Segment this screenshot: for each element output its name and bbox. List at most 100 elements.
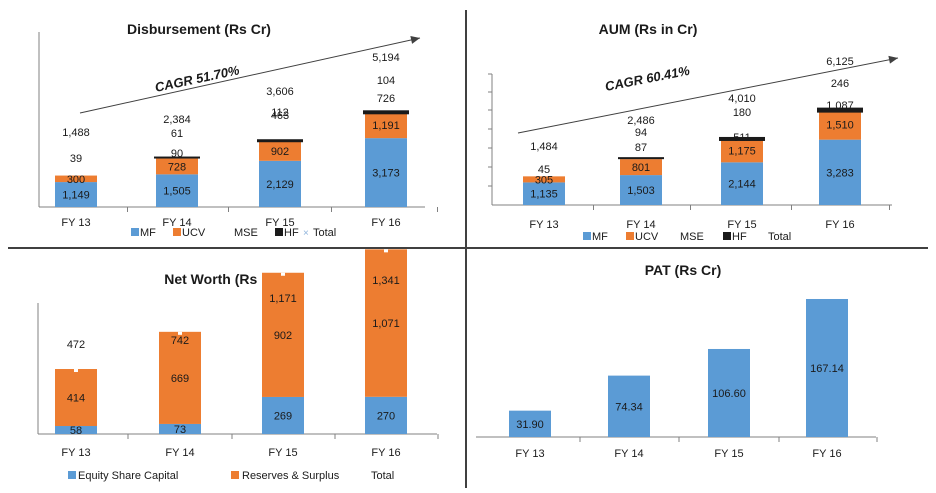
data-label-hf: 463 xyxy=(271,110,289,122)
bar-segment-mf xyxy=(365,138,407,207)
legend-swatch-ucv xyxy=(626,232,634,240)
legend-label-mf: MF xyxy=(140,227,156,239)
bar-segment-reserves xyxy=(55,369,97,427)
bar-segment-ucv xyxy=(620,159,662,176)
data-label-equity: 269 xyxy=(274,410,292,422)
category-label: FY 15 xyxy=(714,448,743,460)
category-label: FY 15 xyxy=(727,219,756,231)
category-label: FY 14 xyxy=(162,217,191,229)
cagr-arrow-line xyxy=(79,37,421,114)
data-label-total: 1,488 xyxy=(62,127,90,139)
data-label-total: 2,486 xyxy=(627,115,655,127)
category-label: FY 16 xyxy=(371,217,400,229)
cagr-annotation: CAGR 51.70% xyxy=(154,62,242,95)
data-label-mf: 1,135 xyxy=(530,189,558,201)
data-label-mse: 45 xyxy=(538,164,550,176)
cagr-arrow-head xyxy=(410,36,420,44)
bar-segment-equity xyxy=(159,423,201,434)
category-label: FY 14 xyxy=(614,448,643,460)
bar-segment-ucv xyxy=(523,176,565,183)
bar-segment-mf xyxy=(819,139,861,205)
category-label: FY 13 xyxy=(515,448,544,460)
bar-segment-reserves xyxy=(159,331,201,424)
data-label-total: 1,484 xyxy=(530,141,558,153)
legend-swatch-mf xyxy=(583,232,591,240)
data-label-total: 472 xyxy=(67,339,85,351)
bar-segment-reserves xyxy=(365,249,407,397)
bar-cap-hf xyxy=(257,139,303,143)
data-label-mse: 61 xyxy=(171,128,183,140)
data-label: 106.60 xyxy=(712,388,746,400)
legend-label-total: Total xyxy=(313,227,336,239)
data-label-hf: 94 xyxy=(635,127,647,139)
bar-cap-hf xyxy=(154,156,200,159)
data-label-reserves: 902 xyxy=(274,330,292,342)
data-label-equity: 270 xyxy=(377,410,395,422)
legend-label-reserves-surplus: Reserves & Surplus xyxy=(242,470,340,482)
bar-segment-mf xyxy=(55,182,97,207)
category-label: FY 13 xyxy=(529,219,558,231)
category-label: FY 15 xyxy=(268,447,297,459)
data-label-total: 3,606 xyxy=(266,86,294,98)
bar-cap-mse xyxy=(618,157,664,160)
bar-segment-reserves xyxy=(262,272,304,397)
chart-title: Disbursement (Rs Cr) xyxy=(127,21,271,37)
category-label: FY 16 xyxy=(371,447,400,459)
data-label-ucv: 1,175 xyxy=(728,146,756,158)
legend-label-mse: MSE xyxy=(234,227,258,239)
total-marker xyxy=(281,272,285,276)
bar-segment-ucv xyxy=(819,109,861,140)
bar-segment-ucv xyxy=(55,175,97,183)
legend-swatch-equity-share-capital xyxy=(68,471,76,479)
data-label-ucv: 728 xyxy=(168,161,186,173)
horizontal-divider xyxy=(8,247,928,249)
data-label-hf: 90 xyxy=(171,148,183,160)
data-label-reserves: 669 xyxy=(171,373,189,385)
data-label: 167.14 xyxy=(810,363,844,375)
data-label-mf: 3,283 xyxy=(826,167,854,179)
data-label-equity: 73 xyxy=(174,424,186,436)
data-label-mf: 2,144 xyxy=(728,179,756,191)
legend-label-total: Total xyxy=(768,231,791,243)
legend-swatch-reserves-surplus xyxy=(231,471,239,479)
pat-chart: PAT (Rs Cr) 31.90 FY 13 74.34 FY 14 106.60 FY … xyxy=(466,248,936,493)
bar-segment-equity xyxy=(365,396,407,434)
disbursement-chart-svg: Disbursement (Rs Cr) FY 13 1,149 300 39 1,488… xyxy=(38,21,438,239)
category-label: FY 14 xyxy=(165,447,194,459)
chart-title: PAT (Rs Cr) xyxy=(645,262,721,278)
bar-segment-mf xyxy=(156,174,198,207)
data-label-mf: 2,129 xyxy=(266,179,294,191)
category-label: FY 14 xyxy=(626,219,655,231)
bar-segment-equity xyxy=(55,426,97,434)
bar-segment-mf xyxy=(620,175,662,205)
disbursement-chart: Disbursement (Rs Cr) FY 13 1,149 300 39 1,488… xyxy=(0,0,466,248)
data-label-equity: 58 xyxy=(70,425,82,437)
data-label-ucv: 1,510 xyxy=(826,120,854,132)
data-label-reserves: 1,071 xyxy=(372,318,400,330)
cagr-arrow-line xyxy=(517,57,899,134)
legend-label-mse: MSE xyxy=(680,231,704,243)
bar xyxy=(608,375,650,437)
legend-swatch-total: × xyxy=(303,228,309,239)
legend-label-hf: HF xyxy=(284,227,299,239)
data-label-total: 5,194 xyxy=(372,52,400,64)
pat-chart-svg: PAT (Rs Cr) 31.90 FY 13 74.34 FY 14 106.60 FY … xyxy=(476,262,878,460)
data-label-hf: 246 xyxy=(831,78,849,90)
bar-segment-mf xyxy=(721,162,763,205)
data-label-reserves: 414 xyxy=(67,393,85,405)
data-label-mse: 1,087 xyxy=(826,100,854,112)
category-label: FY 13 xyxy=(61,217,90,229)
legend-label-ucv: UCV xyxy=(635,231,659,243)
cagr-arrow-head xyxy=(888,55,898,64)
data-label-total: 742 xyxy=(171,335,189,347)
data-label-ucv: 902 xyxy=(271,146,289,158)
data-label-mf: 1,505 xyxy=(163,186,191,198)
bar-segment-equity xyxy=(262,396,304,434)
data-label-ucv: 1,191 xyxy=(372,120,400,132)
data-label-total: 4,010 xyxy=(728,93,756,105)
data-label-total: 1,341 xyxy=(372,275,400,287)
total-marker xyxy=(74,369,78,373)
total-marker xyxy=(384,249,388,253)
